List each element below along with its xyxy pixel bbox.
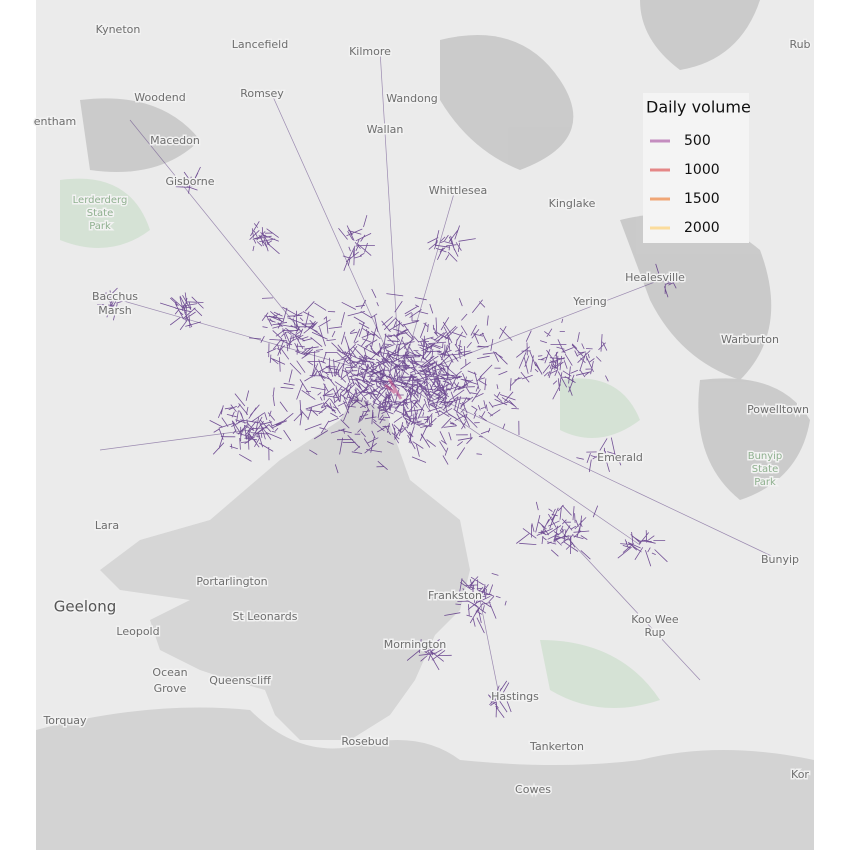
place-label: Macedon [150,134,200,147]
place-label: Ocean [152,666,187,679]
legend-label: 2000 [684,220,720,236]
place-label: entham [34,115,76,128]
legend-title: Daily volume [646,98,751,117]
place-label: Queenscliff [209,674,271,687]
roads-dense [97,166,680,719]
legend-items: 500 1000 1500 2000 [650,133,720,236]
place-label: Leopold [116,625,159,638]
place-label: Portarlington [196,575,267,588]
place-label: Park [89,221,111,232]
road-network [97,49,781,719]
place-label: Koo Wee [631,613,679,626]
place-label: Powelltown [747,403,809,416]
place-label: Wandong [386,92,438,105]
place-label: Woodend [134,91,185,104]
place-label: Lancefield [232,38,288,51]
place-label: Bunyip [748,451,783,462]
place-label: Cowes [515,783,551,796]
legend-label: 500 [684,133,711,149]
place-label: Kor [791,768,809,781]
place-label: Yering [572,295,607,308]
place-label: Healesville [625,271,685,284]
place-label: Wallan [367,123,404,136]
bay [100,395,470,740]
place-label: Lara [95,519,119,532]
place-label: Geelong [54,598,116,616]
legend: Daily volume 500 1000 1500 2000 [643,93,751,243]
parks [60,178,660,708]
place-label: Kinglake [549,197,596,210]
place-label: Frankston [428,589,482,602]
place-label: Rosebud [341,735,388,748]
place-label: St Leonards [233,610,298,623]
roads-major [99,49,781,701]
legend-label: 1000 [684,162,720,178]
place-label: Grove [154,682,187,695]
place-labels: Kyneton Lancefield Kilmore Woodend Romsey Wan… [32,22,812,798]
place-label: State [87,208,113,219]
place-label: Park [754,477,776,488]
place-label: Rup [644,626,665,639]
place-label: Romsey [240,87,284,100]
place-label: Warburton [721,333,779,346]
place-label: Emerald [597,451,643,464]
place-label: Kilmore [349,45,391,58]
place-label: Tankerton [529,740,584,753]
place-label: Kyneton [96,23,141,36]
roads-core [384,378,403,400]
ocean [36,707,814,850]
legend-box [643,93,749,243]
forest-areas [80,0,810,500]
place-label: Gisborne [165,175,214,188]
place-label: Rub [789,38,810,51]
place-label: Bacchus [92,290,138,303]
place-label: Mornington [384,638,447,651]
place-label: State [752,464,778,475]
place-label: Hastings [491,690,539,703]
place-label: Marsh [98,304,131,317]
legend-label: 1500 [684,191,720,207]
place-label: Lerderderg [73,195,128,206]
place-label: Bunyip [761,553,799,566]
place-label: Whittlesea [429,184,488,197]
place-label: Torquay [42,714,87,727]
